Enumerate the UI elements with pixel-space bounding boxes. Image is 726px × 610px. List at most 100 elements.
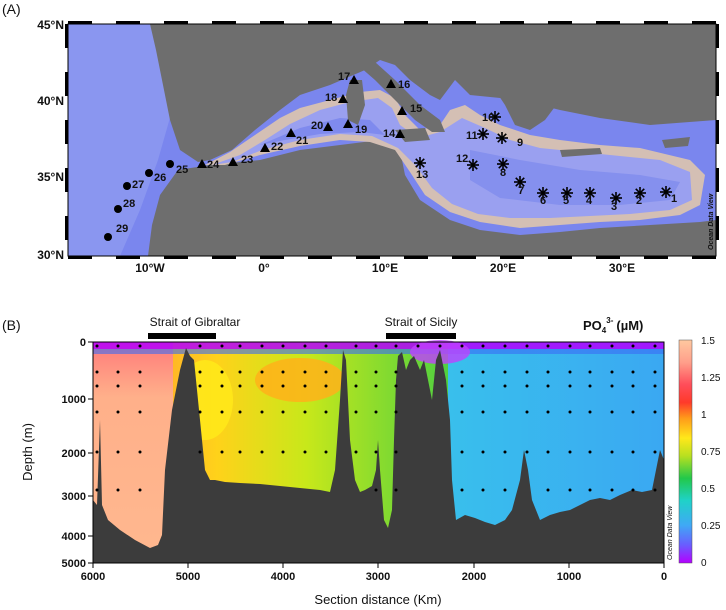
sample-point bbox=[354, 384, 358, 388]
station-label: 29 bbox=[116, 223, 128, 235]
sample-point bbox=[481, 410, 485, 414]
frame-segment-left bbox=[65, 168, 68, 192]
sample-point bbox=[116, 450, 120, 454]
sample-point bbox=[503, 410, 507, 414]
sample-point bbox=[631, 450, 635, 454]
sample-point bbox=[394, 450, 398, 454]
frame-segment-bottom bbox=[596, 256, 620, 259]
strait-gibraltar-bar bbox=[148, 333, 216, 339]
station-marker-star bbox=[414, 157, 426, 169]
sample-point bbox=[610, 370, 614, 374]
station-label: 21 bbox=[296, 135, 308, 147]
sample-point bbox=[303, 344, 307, 348]
station-label: 24 bbox=[207, 159, 220, 171]
sample-point bbox=[394, 384, 398, 388]
sample-point bbox=[460, 344, 464, 348]
frame-segment-right bbox=[716, 216, 719, 240]
sample-point bbox=[281, 410, 285, 414]
sample-point bbox=[95, 488, 99, 492]
frame-segment-top bbox=[404, 21, 428, 24]
sample-point bbox=[198, 384, 202, 388]
sample-point bbox=[394, 488, 398, 492]
station-label: 19 bbox=[355, 124, 367, 136]
sample-point bbox=[503, 370, 507, 374]
lon-tick-20e: 20°E bbox=[490, 261, 516, 275]
station-label: 10 bbox=[482, 112, 494, 124]
frame-segment-bottom bbox=[68, 256, 92, 259]
sample-point bbox=[568, 344, 572, 348]
frame-segment-bottom bbox=[116, 256, 140, 259]
station-label: 20 bbox=[311, 120, 323, 132]
sample-point bbox=[374, 410, 378, 414]
sample-point bbox=[354, 450, 358, 454]
station-label: 25 bbox=[176, 164, 188, 176]
sample-point bbox=[303, 450, 307, 454]
dist-tick-1000: 1000 bbox=[557, 571, 581, 583]
station-label: 18 bbox=[325, 92, 337, 104]
section-title: PO43- (µM) bbox=[583, 316, 643, 335]
frame-segment-top bbox=[116, 21, 140, 24]
station-marker-star bbox=[497, 158, 509, 170]
frame-segment-left bbox=[65, 216, 68, 240]
depth-tick-2000: 2000 bbox=[62, 448, 86, 460]
cbar-tick-0-5: 0.5 bbox=[701, 484, 715, 495]
algerian-basin bbox=[260, 118, 385, 145]
dist-tick-5000: 5000 bbox=[176, 571, 200, 583]
frame-segment-top bbox=[164, 21, 188, 24]
colorbar: 1.5 1.25 1 0.75 0.5 0.25 0 bbox=[678, 336, 721, 569]
frame-segment-bottom bbox=[452, 256, 476, 259]
sample-point bbox=[610, 450, 614, 454]
sample-point bbox=[460, 410, 464, 414]
lat-tick-45: 45°N bbox=[37, 18, 64, 32]
frame-segment-bottom bbox=[356, 256, 380, 259]
sample-point bbox=[525, 370, 529, 374]
surface-layer bbox=[93, 342, 664, 349]
station-label: 12 bbox=[456, 153, 468, 165]
sample-point bbox=[481, 370, 485, 374]
frame-segment-top bbox=[356, 21, 380, 24]
sample-point bbox=[95, 370, 99, 374]
frame-segment-top bbox=[548, 21, 572, 24]
station-marker-star bbox=[610, 192, 622, 204]
sample-point bbox=[198, 344, 202, 348]
section-axis-ticks bbox=[88, 341, 665, 568]
sample-point bbox=[138, 488, 142, 492]
sample-point bbox=[116, 344, 120, 348]
station-marker-triangle bbox=[343, 119, 353, 128]
cbar-tick-0: 0 bbox=[701, 558, 707, 569]
frame-segment-bottom bbox=[548, 256, 572, 259]
strait-sicily-label: Strait of Sicily bbox=[385, 315, 458, 329]
sample-point bbox=[653, 384, 657, 388]
strait-gibraltar-label: Strait of Gibraltar bbox=[150, 315, 241, 329]
sample-point bbox=[303, 370, 307, 374]
sample-point bbox=[481, 384, 485, 388]
sample-point bbox=[116, 384, 120, 388]
map-watermark: Ocean Data View bbox=[708, 193, 715, 250]
frame-segment-top bbox=[212, 21, 236, 24]
frame-segment-bottom bbox=[500, 256, 524, 259]
depth-tick-4000: 4000 bbox=[62, 531, 86, 543]
sample-point bbox=[238, 450, 242, 454]
sample-point bbox=[116, 488, 120, 492]
frame-segment-right bbox=[716, 72, 719, 96]
station-marker-triangle bbox=[397, 106, 407, 115]
sample-point bbox=[324, 410, 328, 414]
section-watermark: Ocean Data View bbox=[667, 505, 674, 560]
lat-tick-30: 30°N bbox=[37, 248, 64, 262]
frame-segment-bottom bbox=[212, 256, 236, 259]
sample-point bbox=[588, 488, 592, 492]
sample-point bbox=[503, 488, 507, 492]
station-marker-star bbox=[634, 187, 646, 199]
lon-tick-10e: 10°E bbox=[372, 261, 398, 275]
station-marker-star bbox=[660, 186, 672, 198]
station-label: 7 bbox=[518, 185, 524, 197]
sample-point bbox=[260, 410, 264, 414]
sample-point bbox=[394, 344, 398, 348]
sample-point bbox=[546, 370, 550, 374]
colorbar-gradient bbox=[678, 339, 693, 564]
sample-point bbox=[610, 488, 614, 492]
crete bbox=[560, 148, 602, 157]
sample-point bbox=[610, 410, 614, 414]
station-marker-triangle bbox=[228, 157, 238, 166]
sample-point bbox=[354, 370, 358, 374]
